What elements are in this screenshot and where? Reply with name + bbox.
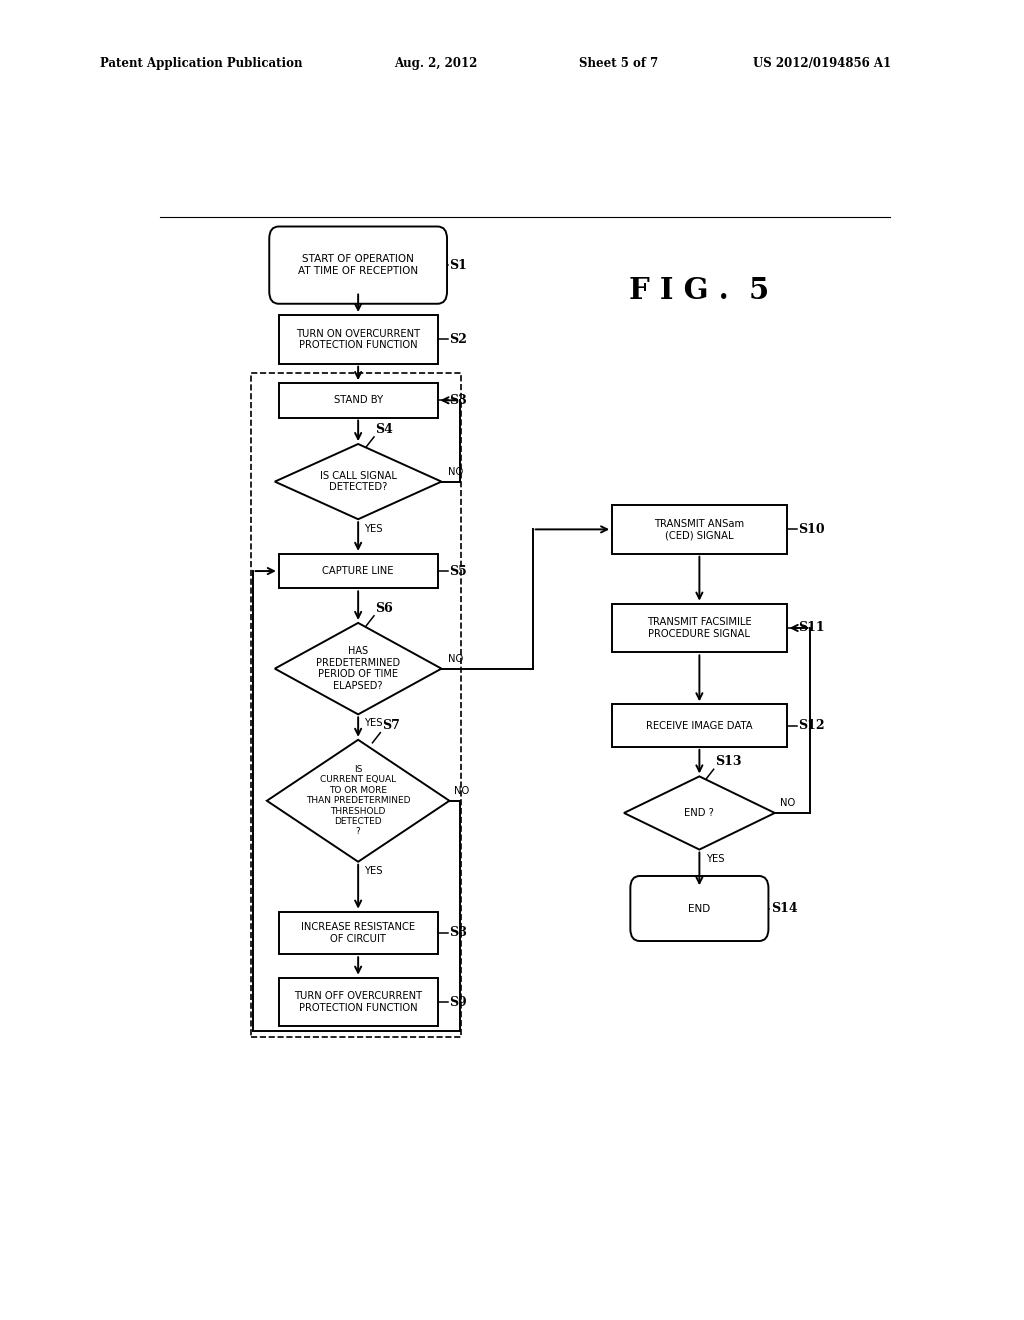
Text: S9: S9	[450, 995, 467, 1008]
Polygon shape	[274, 444, 441, 519]
Text: INCREASE RESISTANCE
OF CIRCUIT: INCREASE RESISTANCE OF CIRCUIT	[301, 923, 415, 944]
Text: NO: NO	[779, 797, 795, 808]
Text: S8: S8	[450, 927, 467, 940]
Text: START OF OPERATION
AT TIME OF RECEPTION: START OF OPERATION AT TIME OF RECEPTION	[298, 255, 418, 276]
Text: S12: S12	[799, 719, 825, 733]
Text: S7: S7	[382, 718, 399, 731]
Bar	[251, 372, 461, 1036]
Text: S2: S2	[450, 333, 467, 346]
Text: IS
CURRENT EQUAL
TO OR MORE
THAN PREDETERMINED
THRESHOLD
DETECTED
?: IS CURRENT EQUAL TO OR MORE THAN PREDETE…	[306, 766, 411, 837]
Text: Patent Application Publication: Patent Application Publication	[100, 57, 303, 70]
Text: YES: YES	[365, 718, 383, 729]
Text: S13: S13	[715, 755, 741, 768]
Text: Sheet 5 of 7: Sheet 5 of 7	[579, 57, 657, 70]
Text: S10: S10	[799, 523, 825, 536]
Bar	[279, 554, 437, 589]
Bar	[279, 383, 437, 417]
Text: END ?: END ?	[684, 808, 715, 818]
Text: CAPTURE LINE: CAPTURE LINE	[323, 566, 394, 576]
Text: S14: S14	[771, 902, 798, 915]
Text: S6: S6	[376, 602, 393, 615]
Text: NO: NO	[455, 785, 469, 796]
Polygon shape	[624, 776, 775, 850]
Bar	[279, 912, 437, 954]
Text: NO: NO	[447, 466, 463, 477]
Text: HAS
PREDETERMINED
PERIOD OF TIME
ELAPSED?: HAS PREDETERMINED PERIOD OF TIME ELAPSED…	[316, 647, 400, 692]
Text: STAND BY: STAND BY	[334, 395, 383, 405]
Text: TURN OFF OVERCURRENT
PROTECTION FUNCTION: TURN OFF OVERCURRENT PROTECTION FUNCTION	[294, 991, 422, 1012]
Text: TRANSMIT FACSIMILE
PROCEDURE SIGNAL: TRANSMIT FACSIMILE PROCEDURE SIGNAL	[647, 618, 752, 639]
Bar	[612, 506, 786, 554]
Polygon shape	[274, 623, 441, 714]
Text: YES: YES	[365, 866, 383, 875]
Text: S5: S5	[450, 565, 467, 578]
Text: TURN ON OVERCURRENT
PROTECTION FUNCTION: TURN ON OVERCURRENT PROTECTION FUNCTION	[296, 329, 420, 350]
Bar	[612, 603, 786, 652]
Text: END: END	[688, 903, 711, 913]
Text: NO: NO	[447, 653, 463, 664]
Text: S11: S11	[799, 622, 825, 635]
FancyBboxPatch shape	[269, 227, 447, 304]
Text: RECEIVE IMAGE DATA: RECEIVE IMAGE DATA	[646, 721, 753, 730]
Polygon shape	[267, 739, 450, 862]
Text: YES: YES	[365, 524, 383, 535]
Bar	[279, 315, 437, 364]
Text: IS CALL SIGNAL
DETECTED?: IS CALL SIGNAL DETECTED?	[319, 471, 396, 492]
Text: YES: YES	[706, 854, 724, 863]
Text: US 2012/0194856 A1: US 2012/0194856 A1	[753, 57, 891, 70]
Bar	[612, 704, 786, 747]
Text: S1: S1	[450, 259, 467, 272]
Text: S4: S4	[376, 422, 393, 436]
Text: Aug. 2, 2012: Aug. 2, 2012	[394, 57, 477, 70]
Text: TRANSMIT ANSam
(CED) SIGNAL: TRANSMIT ANSam (CED) SIGNAL	[654, 519, 744, 540]
FancyBboxPatch shape	[631, 876, 768, 941]
Bar	[279, 978, 437, 1027]
Text: S3: S3	[450, 393, 467, 407]
Text: F I G .  5: F I G . 5	[630, 276, 769, 305]
